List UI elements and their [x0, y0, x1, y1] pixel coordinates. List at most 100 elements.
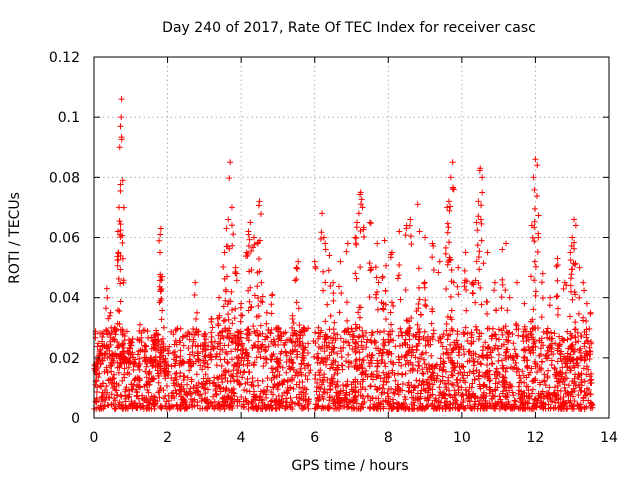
data-point	[231, 332, 238, 339]
data-point	[415, 300, 422, 307]
data-point	[357, 380, 364, 387]
data-point	[580, 314, 587, 321]
data-point	[208, 318, 215, 325]
data-point	[527, 273, 534, 280]
data-point	[471, 376, 478, 383]
data-point	[503, 240, 509, 247]
data-point	[454, 341, 461, 348]
data-point	[226, 245, 233, 252]
data-point	[110, 385, 117, 392]
data-point	[577, 333, 584, 340]
data-point	[250, 323, 257, 330]
data-point	[317, 329, 324, 336]
data-point	[575, 310, 582, 317]
data-point	[194, 388, 201, 395]
data-point	[289, 339, 296, 346]
data-point	[322, 246, 329, 253]
data-point	[248, 404, 255, 411]
data-point	[160, 324, 167, 331]
data-point	[541, 393, 548, 400]
data-point	[449, 327, 456, 334]
data-point	[395, 391, 402, 398]
data-point	[112, 405, 119, 412]
data-point	[400, 400, 407, 407]
data-point	[404, 341, 411, 348]
data-point	[437, 388, 444, 395]
data-point	[275, 382, 282, 389]
data-point	[518, 379, 525, 386]
data-point	[499, 281, 506, 288]
data-point	[415, 265, 422, 272]
data-point	[425, 385, 432, 392]
data-point	[470, 290, 477, 297]
data-point	[580, 395, 587, 402]
data-point	[396, 342, 403, 349]
data-point	[334, 370, 341, 377]
data-point	[265, 403, 272, 410]
data-point	[173, 326, 180, 333]
data-point	[120, 344, 127, 351]
data-point	[163, 365, 170, 372]
data-point	[382, 262, 389, 269]
data-point	[583, 350, 590, 357]
data-point	[304, 376, 311, 383]
data-point	[443, 321, 450, 328]
data-point	[354, 325, 361, 332]
data-point	[263, 333, 270, 340]
data-point	[436, 384, 443, 391]
data-point	[232, 346, 239, 353]
data-point	[383, 371, 390, 378]
data-point	[168, 328, 175, 335]
x-tick-label: 2	[163, 430, 172, 446]
data-point	[243, 335, 250, 342]
data-point	[390, 389, 397, 396]
data-point	[123, 328, 130, 335]
data-point	[515, 383, 522, 390]
data-point	[537, 395, 544, 402]
data-point	[227, 159, 234, 166]
data-point	[119, 232, 126, 239]
data-point	[563, 405, 570, 412]
data-point	[224, 301, 231, 308]
data-point	[237, 318, 244, 325]
data-point	[293, 381, 300, 388]
data-point	[221, 317, 228, 324]
data-point	[396, 261, 403, 268]
data-point	[264, 375, 271, 382]
data-point	[495, 345, 502, 352]
data-point	[381, 328, 388, 335]
data-point	[498, 305, 505, 312]
data-point	[554, 378, 561, 385]
data-point	[410, 387, 417, 394]
data-point	[256, 393, 263, 400]
data-point	[429, 306, 436, 313]
data-point	[496, 336, 503, 343]
data-point	[100, 380, 107, 387]
data-point	[100, 391, 107, 398]
data-point	[555, 378, 562, 385]
data-point	[93, 371, 100, 378]
data-point	[255, 302, 262, 309]
data-point	[463, 307, 470, 314]
data-point	[106, 312, 113, 319]
data-point	[447, 392, 454, 399]
data-point	[414, 321, 421, 328]
data-point	[330, 357, 337, 364]
data-point	[428, 402, 435, 409]
data-point	[312, 329, 319, 336]
data-point	[99, 342, 106, 349]
data-point	[237, 304, 244, 311]
data-point	[115, 275, 122, 282]
data-point	[384, 399, 391, 406]
data-point	[251, 394, 258, 401]
data-point	[560, 398, 567, 405]
data-point	[170, 380, 177, 387]
data-point	[330, 297, 337, 304]
data-point	[102, 397, 109, 404]
data-point	[508, 383, 515, 390]
data-point	[466, 348, 473, 355]
data-point	[547, 342, 554, 349]
data-point	[360, 333, 367, 340]
data-point	[216, 401, 223, 408]
data-point	[267, 330, 274, 337]
